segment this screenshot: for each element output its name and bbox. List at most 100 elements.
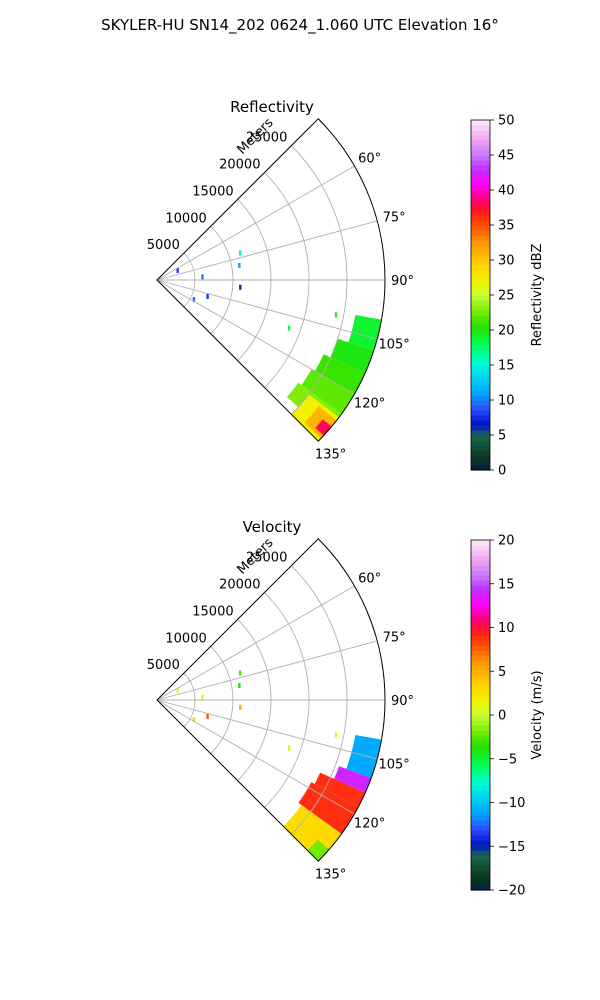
colorbar-segment bbox=[471, 315, 490, 321]
colorbar-segment bbox=[471, 400, 490, 406]
azimuth-line-75 bbox=[156, 640, 378, 701]
colorbar-segment bbox=[471, 790, 490, 796]
colorbar-segment bbox=[471, 455, 490, 461]
colorbar-segment bbox=[471, 780, 490, 786]
range-tick-label: 10000 bbox=[165, 631, 206, 646]
colorbar-segment bbox=[471, 330, 490, 336]
colorbar-segment bbox=[471, 165, 490, 171]
colorbar-segment bbox=[471, 850, 490, 856]
colorbar-segment bbox=[471, 255, 490, 261]
colorbar-segment bbox=[471, 185, 490, 191]
azimuth-tick-label: 135° bbox=[315, 868, 346, 883]
colorbar-segment bbox=[471, 265, 490, 271]
colorbar-segment bbox=[471, 575, 490, 581]
colorbar-segment bbox=[471, 865, 490, 871]
sector-outline bbox=[156, 538, 386, 862]
echo-region-3 bbox=[314, 772, 366, 808]
colorbar-tick-label: 15 bbox=[498, 359, 515, 374]
colorbar-segment bbox=[471, 290, 490, 296]
colorbar-tick-label: 25 bbox=[498, 289, 515, 304]
colorbar: 0 5 10 15 20 25 30 35 40 45 50 Reflectivity dBZ bbox=[470, 114, 545, 479]
colorbar-segment bbox=[471, 855, 490, 861]
colorbar-segment bbox=[471, 690, 490, 696]
colorbar-segment bbox=[471, 150, 490, 156]
colorbar-segment bbox=[471, 795, 490, 801]
colorbar-tick-label: 30 bbox=[498, 254, 515, 269]
colorbar-segment bbox=[471, 155, 490, 161]
azimuth-line-105 bbox=[156, 279, 378, 340]
colorbar-segment bbox=[471, 140, 490, 146]
colorbar-segment bbox=[471, 840, 490, 846]
echo-region-2 bbox=[330, 338, 374, 373]
echo-speckle-5 bbox=[287, 745, 291, 751]
colorbar-segment bbox=[471, 420, 490, 426]
colorbar-segment bbox=[471, 190, 490, 196]
azimuth-line-105 bbox=[156, 699, 378, 760]
colorbar-segment bbox=[471, 705, 490, 711]
colorbar-segment bbox=[471, 695, 490, 701]
colorbar-segment bbox=[471, 130, 490, 136]
colorbar-segment bbox=[471, 600, 490, 606]
range-tick-label: 10000 bbox=[165, 211, 206, 226]
colorbar-segment bbox=[471, 325, 490, 331]
colorbar-segment bbox=[471, 310, 490, 316]
colorbar-segment bbox=[471, 585, 490, 591]
colorbar-segment bbox=[471, 875, 490, 881]
azimuth-tick-label: 135° bbox=[315, 448, 346, 463]
colorbar-segment bbox=[471, 435, 490, 441]
azimuth-line-120 bbox=[156, 699, 355, 815]
sector-outline bbox=[156, 118, 386, 442]
colorbar-segment bbox=[471, 655, 490, 661]
echo-region-1 bbox=[348, 314, 382, 351]
colorbar-segment bbox=[471, 885, 490, 891]
colorbar-segment bbox=[471, 565, 490, 571]
colorbar-segment bbox=[471, 700, 490, 706]
echo-speckle-7 bbox=[192, 297, 196, 303]
colorbar-tick-label: 10 bbox=[498, 621, 515, 636]
colorbar-segment bbox=[471, 620, 490, 626]
azimuth-tick-label: 60° bbox=[358, 571, 381, 586]
colorbar-segment bbox=[471, 680, 490, 686]
colorbar-segment bbox=[471, 205, 490, 211]
colorbar-segment bbox=[471, 720, 490, 726]
colorbar-segment bbox=[471, 380, 490, 386]
echo-speckle-2 bbox=[238, 682, 241, 688]
colorbar-segment bbox=[471, 335, 490, 341]
echo-speckle-8 bbox=[176, 267, 179, 273]
colorbar-segment bbox=[471, 650, 490, 656]
colorbar-tick-label: 5 bbox=[498, 429, 506, 444]
colorbar-segment bbox=[471, 745, 490, 751]
echo-region-1 bbox=[346, 734, 382, 778]
colorbar-tick-label: 50 bbox=[498, 114, 515, 129]
echo-speckle-9 bbox=[239, 704, 242, 710]
colorbar-segment bbox=[471, 260, 490, 266]
colorbar-segment bbox=[471, 785, 490, 791]
colorbar-segment bbox=[471, 180, 490, 186]
colorbar-tick-label: 15 bbox=[498, 577, 515, 592]
azimuth-tick-label: 90° bbox=[391, 694, 414, 709]
colorbar-segment bbox=[471, 540, 490, 546]
colorbar-tick-label: −20 bbox=[498, 884, 525, 899]
colorbar-segment bbox=[471, 215, 490, 221]
echo-speckle-4 bbox=[334, 732, 338, 738]
colorbar-segment bbox=[471, 730, 490, 736]
colorbar-segment bbox=[471, 270, 490, 276]
colorbar-tick-label: 10 bbox=[498, 394, 515, 409]
colorbar-segment bbox=[471, 235, 490, 241]
colorbar-segment bbox=[471, 635, 490, 641]
colorbar-segment bbox=[471, 820, 490, 826]
colorbar-segment bbox=[471, 275, 490, 281]
colorbar-segment bbox=[471, 660, 490, 666]
colorbar-segment bbox=[471, 835, 490, 841]
echo-speckle-7 bbox=[192, 717, 196, 723]
echo-speckle-2 bbox=[201, 274, 204, 280]
colorbar-segment bbox=[471, 430, 490, 436]
colorbar-segment bbox=[471, 220, 490, 226]
azimuth-tick-label: 120° bbox=[354, 397, 385, 412]
colorbar-label: Reflectivity dBZ bbox=[530, 244, 545, 347]
colorbar-segment bbox=[471, 385, 490, 391]
echo-speckle-3 bbox=[201, 694, 204, 700]
colorbar-segment bbox=[471, 320, 490, 326]
azimuth-line-120 bbox=[156, 279, 355, 395]
